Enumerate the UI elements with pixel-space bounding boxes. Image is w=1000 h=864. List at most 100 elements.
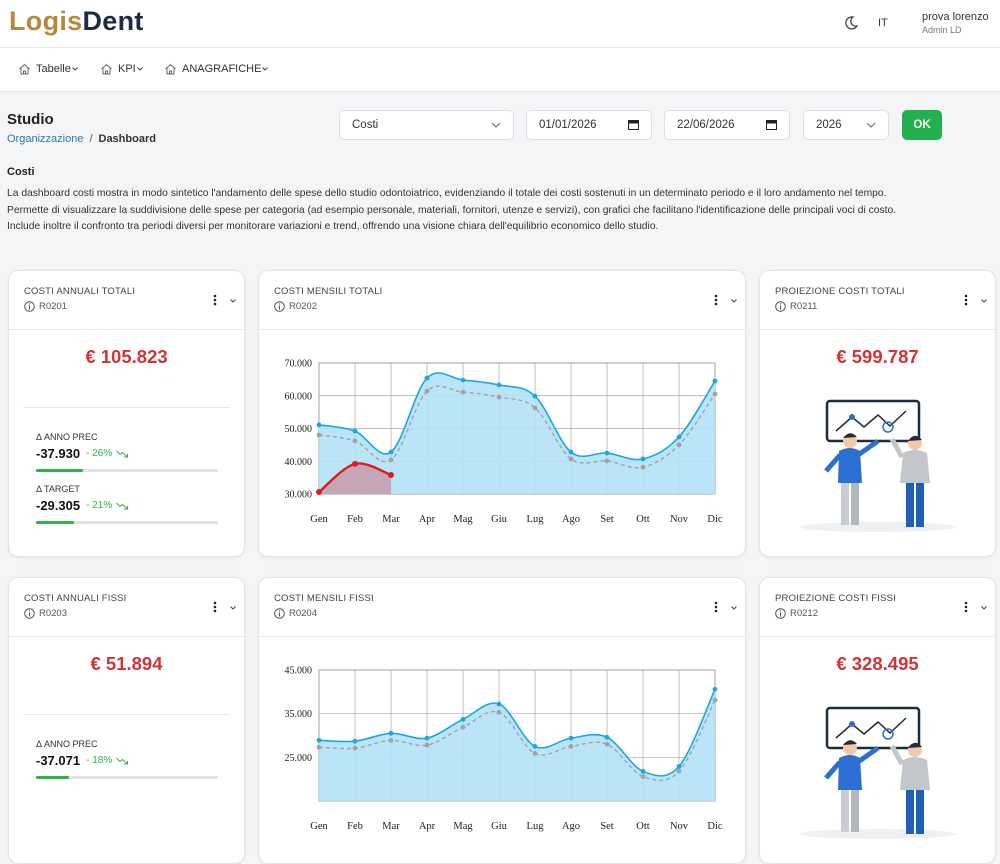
illustration-part <box>835 717 907 739</box>
category-select[interactable]: Costi <box>339 110 514 140</box>
date-to[interactable]: 22/06/2026 <box>664 110 790 140</box>
point <box>712 378 718 384</box>
nav-item[interactable]: Tabelle <box>18 63 78 75</box>
point <box>496 701 502 707</box>
home-icon-part <box>19 63 30 75</box>
card-title: PROIEZIONE COSTI FISSI <box>775 593 897 604</box>
info-icon-part <box>28 610 31 612</box>
card-collapse[interactable] <box>731 606 737 610</box>
point <box>496 709 502 715</box>
metric-value: -37.930 <box>36 446 81 461</box>
point <box>568 735 574 741</box>
card-title: COSTI ANNUALI FISSI <box>24 593 127 604</box>
card-collapse-part <box>981 299 987 303</box>
card-value: € 328.495 <box>836 653 919 674</box>
point <box>460 389 466 395</box>
metric-change: - 18% <box>86 755 129 766</box>
card-code-text: R0211 <box>790 301 818 312</box>
metric-row: -37.071 - 18% <box>36 753 218 768</box>
card-menu[interactable] <box>213 601 217 613</box>
chevron <box>866 122 876 128</box>
chevron <box>72 67 78 71</box>
theme-toggle[interactable] <box>844 15 858 31</box>
illustration <box>800 399 956 532</box>
x-tick-label: Ago <box>562 514 580 525</box>
point <box>676 764 682 769</box>
illustration-part <box>906 483 914 527</box>
illustration-part <box>908 742 922 748</box>
select-value: 2026 <box>816 119 842 131</box>
card-code: R0201 <box>24 301 67 312</box>
card-divider <box>23 407 230 408</box>
card-collapse[interactable] <box>731 299 737 303</box>
card-value: € 51.894 <box>90 653 163 674</box>
point <box>316 432 322 438</box>
card-menu[interactable] <box>964 294 968 306</box>
info-icon-part <box>274 301 285 312</box>
x-tick-label: Set <box>600 514 614 525</box>
top-bar: LogisDent IT prova lorenzo Admin LD <box>0 0 1000 48</box>
point <box>640 456 646 462</box>
point <box>388 472 394 479</box>
point <box>424 388 430 394</box>
illustration-part <box>825 399 921 443</box>
info-icon <box>24 301 35 312</box>
card-collapse[interactable] <box>981 299 987 303</box>
submit-button[interactable]: OK <box>902 110 942 140</box>
chevron <box>491 122 501 128</box>
date-from[interactable]: 01/01/2026 <box>526 110 652 140</box>
card-collapse-part <box>731 299 737 303</box>
card-collapse[interactable] <box>230 299 236 303</box>
card-code-text: R0212 <box>790 608 818 619</box>
card-divider <box>23 714 230 715</box>
home-icon-part <box>101 63 112 75</box>
point <box>316 737 322 743</box>
x-tick-label: Gen <box>310 821 328 832</box>
user-name[interactable]: prova lorenzo <box>922 11 989 23</box>
language[interactable]: IT <box>878 17 888 29</box>
card-menu[interactable] <box>714 294 718 306</box>
info-icon <box>775 301 786 312</box>
card: COSTI ANNUALI FISSI R0203 € 51.894 Δ ANNO P… <box>8 577 245 864</box>
metric-change-label: - 26% <box>86 448 113 459</box>
chevron <box>136 67 143 71</box>
card-menu-part <box>964 298 968 302</box>
section-description: La dashboard costi mostra in modo sintet… <box>7 186 999 236</box>
chevron-part <box>72 67 78 71</box>
point <box>388 737 394 743</box>
point <box>460 724 466 730</box>
area <box>319 689 715 801</box>
illustration-part <box>856 438 880 458</box>
card-collapse[interactable] <box>981 606 987 610</box>
card-menu-part <box>964 601 968 605</box>
point <box>496 382 502 388</box>
point <box>712 686 718 692</box>
card-divider <box>760 329 995 330</box>
metric-label: Δ TARGET <box>36 484 80 494</box>
logo-part: Logis <box>9 6 83 36</box>
nav-label: Tabelle <box>36 63 71 75</box>
card-menu[interactable] <box>964 601 968 613</box>
home-icon <box>165 63 176 75</box>
year-select[interactable]: 2026 <box>803 110 889 140</box>
card-collapse[interactable] <box>230 606 236 610</box>
illustration-part <box>800 829 956 839</box>
page-title: Studio <box>7 111 54 128</box>
breadcrumb-separator: / <box>89 133 93 145</box>
x-tick-label: Ago <box>562 821 580 832</box>
point <box>424 735 430 741</box>
illustration-part <box>908 435 922 441</box>
card-menu[interactable] <box>213 294 217 306</box>
nav-item[interactable]: ANAGRAFICHE <box>164 63 269 75</box>
point <box>532 751 538 756</box>
card-menu[interactable] <box>714 601 718 613</box>
area <box>319 463 391 494</box>
illustration-part <box>825 706 921 750</box>
section-title: Costi <box>7 166 35 178</box>
breadcrumb-link[interactable]: Organizzazione <box>7 133 84 145</box>
logo[interactable]: LogisDent <box>9 6 144 37</box>
info-icon-part <box>779 610 782 612</box>
chevron-part <box>262 67 269 71</box>
nav-item[interactable]: KPI <box>100 63 143 75</box>
x-tick-label: Apr <box>419 821 436 832</box>
